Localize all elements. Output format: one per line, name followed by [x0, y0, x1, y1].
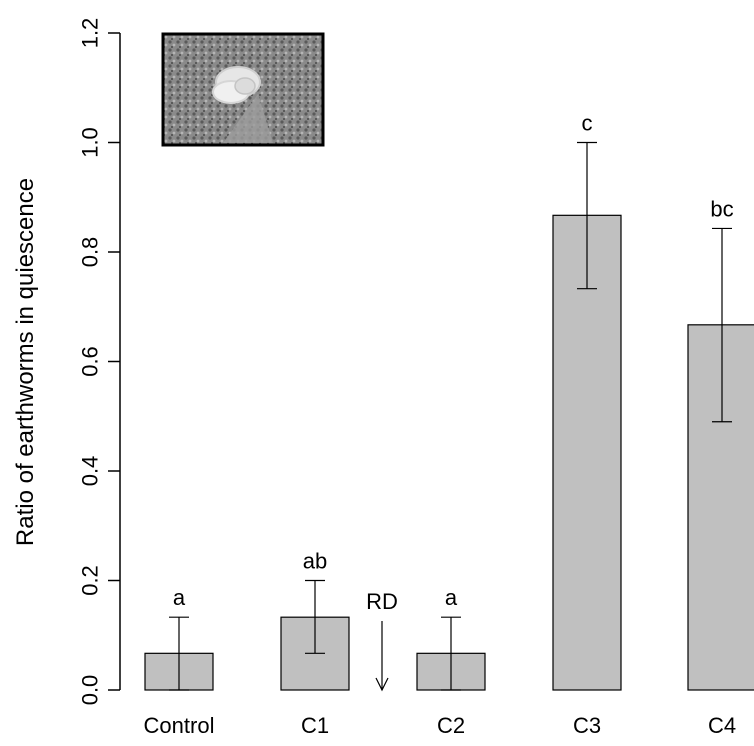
rd-annotation: RD — [366, 589, 398, 692]
x-tick-label: C2 — [437, 713, 465, 738]
y-tick-label: 0.0 — [78, 675, 103, 706]
significance-label: a — [445, 585, 458, 610]
significance-label: bc — [710, 196, 733, 221]
y-tick-label: 0.2 — [78, 565, 103, 596]
bars — [144, 214, 754, 691]
significance-label: c — [582, 111, 593, 136]
y-tick-label: 0.8 — [78, 237, 103, 268]
down-arrow-icon — [375, 621, 389, 692]
bar-c4 — [687, 324, 754, 691]
y-axis: 0.0 0.2 0.4 0.6 0.8 1.0 1.2 — [78, 18, 121, 706]
error-bar-c1 — [305, 579, 325, 654]
x-tick-labels: Control C1 C2 C3 C4 — [144, 713, 737, 738]
error-bar-c4 — [712, 227, 732, 423]
x-tick-label: C1 — [301, 713, 329, 738]
x-tick-label: C3 — [573, 713, 601, 738]
bar-c3 — [552, 214, 622, 691]
significance-labels: a ab a c bc — [173, 111, 734, 611]
y-tick-label: 0.6 — [78, 346, 103, 377]
earthworm-photo — [161, 32, 325, 147]
error-bars — [169, 141, 732, 691]
y-tick-label: 1.2 — [78, 18, 103, 49]
y-tick-label: 1.0 — [78, 127, 103, 158]
x-tick-label: C4 — [708, 713, 736, 738]
error-bar-c3 — [577, 141, 597, 290]
x-tick-label: Control — [144, 713, 215, 738]
y-axis-title: Ratio of earthworms in quiescence — [12, 178, 39, 546]
rd-label: RD — [366, 589, 398, 614]
significance-label: ab — [303, 549, 327, 574]
error-bar-c2 — [441, 616, 461, 691]
significance-label: a — [173, 585, 186, 610]
error-bar-control — [169, 616, 189, 691]
y-tick-label: 0.4 — [78, 456, 103, 487]
